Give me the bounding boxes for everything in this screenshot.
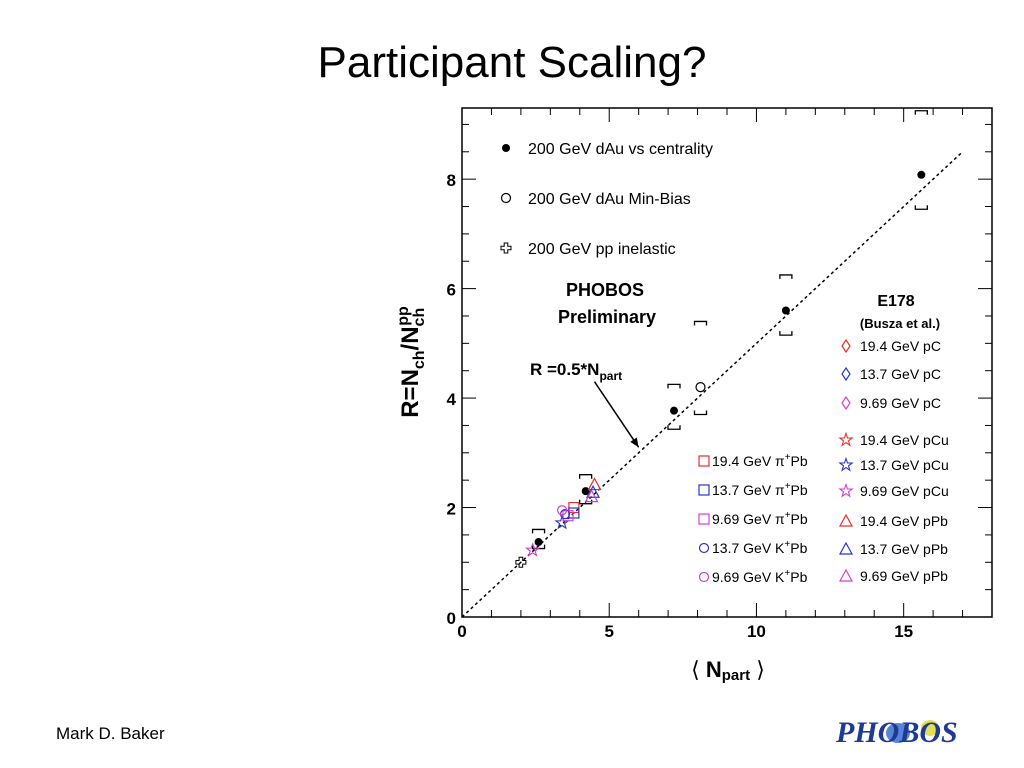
legend-label: 9.69 GeV K+Pb: [712, 568, 808, 585]
data-point: [781, 306, 790, 315]
x-tick-label: 5: [604, 622, 613, 641]
legend-label: 9.69 GeV π+Pb: [712, 510, 808, 527]
x-axis-label-sub: part: [722, 667, 750, 684]
e178-reference: (Busza et al.): [860, 316, 940, 331]
legend-marker: [838, 431, 854, 447]
legend-label: 19.4 GeV pPb: [860, 513, 948, 529]
error-bracket-high: [914, 110, 928, 115]
legend-label: 19.4 GeV pCu: [860, 432, 949, 448]
legend-marker: [698, 484, 710, 496]
legend-label: 19.4 GeV pC: [860, 338, 941, 354]
data-point: [557, 505, 568, 516]
preliminary-label: Preliminary: [558, 307, 656, 327]
legend-label: 200 GeV dAu vs centrality: [528, 141, 713, 158]
legend-label: 13.7 GeV pPb: [860, 541, 948, 557]
legend-marker: [838, 513, 854, 527]
fit-label: R =0.5*Npart: [530, 360, 622, 383]
data-point: [670, 406, 678, 415]
legend-marker: [841, 338, 851, 354]
legends: 200 GeV dAu vs centrality 200 GeV dAu Min…: [500, 141, 949, 585]
y-tick-label: 8: [447, 171, 456, 190]
error-bracket-high: [579, 474, 593, 479]
legend-marker: [838, 541, 854, 555]
legend-label: 19.4 GeV π+Pb: [712, 452, 808, 469]
error-bracket-high: [531, 528, 546, 534]
legend-marker: [841, 366, 851, 382]
error-bracket-high: [693, 320, 708, 326]
legend-label: 13.7 GeV π+Pb: [712, 481, 808, 498]
y-axis-label: R=Nch/Nchpp: [395, 306, 428, 418]
x-tick-label: 15: [894, 622, 913, 641]
error-bracket-low: [693, 410, 708, 416]
legend-label: 9.69 GeV pC: [860, 395, 941, 411]
legend-marker: [502, 144, 510, 152]
data-point: [586, 484, 601, 498]
y-tick-label: 2: [447, 500, 456, 519]
legend-label: 13.7 GeV K+Pb: [712, 539, 808, 556]
error-bracket-low: [914, 205, 928, 210]
legend-marker: [698, 571, 710, 583]
x-tick-label: 10: [747, 622, 766, 641]
legend-marker: [698, 513, 710, 525]
data-point: [524, 542, 541, 557]
data-point: [534, 538, 543, 547]
e178-header: E178: [877, 293, 914, 310]
legend-marker: [698, 455, 710, 467]
data-points: [515, 170, 926, 568]
legend-label: 13.7 GeV pC: [860, 366, 941, 382]
data-point: [515, 556, 527, 568]
annotations: PHOBOS Preliminary R =0.5*Npart: [530, 280, 656, 383]
x-tick-label: 0: [457, 622, 466, 641]
author-name: Mark D. Baker: [56, 724, 165, 743]
legend-label: 200 GeV dAu Min-Bias: [528, 191, 691, 208]
y-tick-label: 6: [447, 281, 456, 300]
legend-marker: [500, 242, 512, 254]
legend-marker: [838, 456, 854, 472]
legend-marker: [698, 542, 710, 554]
data-point: [695, 382, 706, 393]
data-point: [581, 487, 590, 496]
legend-marker: [841, 395, 851, 411]
axis-ticks: 0 5 10 15 0 2 4 6 8 ⟨ Npart ⟩ R=Nch/Nchpp: [395, 108, 993, 684]
error-bracket-low: [667, 425, 681, 430]
x-axis-label: ⟨ Npart ⟩: [691, 657, 765, 684]
legend-label: 9.69 GeV pPb: [860, 568, 948, 584]
legend-label: 9.69 GeV pCu: [860, 483, 949, 499]
legend-marker: [838, 568, 854, 582]
data-point: [584, 489, 599, 503]
slide-title: Participant Scaling?: [317, 38, 707, 87]
fit-arrow-shaft: [593, 381, 640, 448]
error-bracket-high: [667, 383, 681, 389]
x-axis-label-n: N: [706, 657, 722, 682]
legend-marker: [500, 192, 512, 204]
phobos-label: PHOBOS: [566, 280, 644, 300]
data-point: [917, 170, 926, 179]
y-tick-label: 0: [447, 609, 456, 628]
phobos-logo-text: PHOBOS: [835, 716, 958, 749]
phobos-logo: PHOBOS: [835, 716, 958, 749]
error-bracket-high: [779, 274, 793, 279]
legend-label: 13.7 GeV pCu: [860, 457, 949, 473]
fit-line-group: [461, 151, 964, 618]
fit-arrow-head: [630, 437, 639, 448]
legend-label: 200 GeV pp inelastic: [528, 241, 676, 258]
legend-marker: [838, 482, 854, 498]
error-bracket-low: [779, 331, 793, 336]
y-tick-label: 4: [447, 390, 457, 409]
